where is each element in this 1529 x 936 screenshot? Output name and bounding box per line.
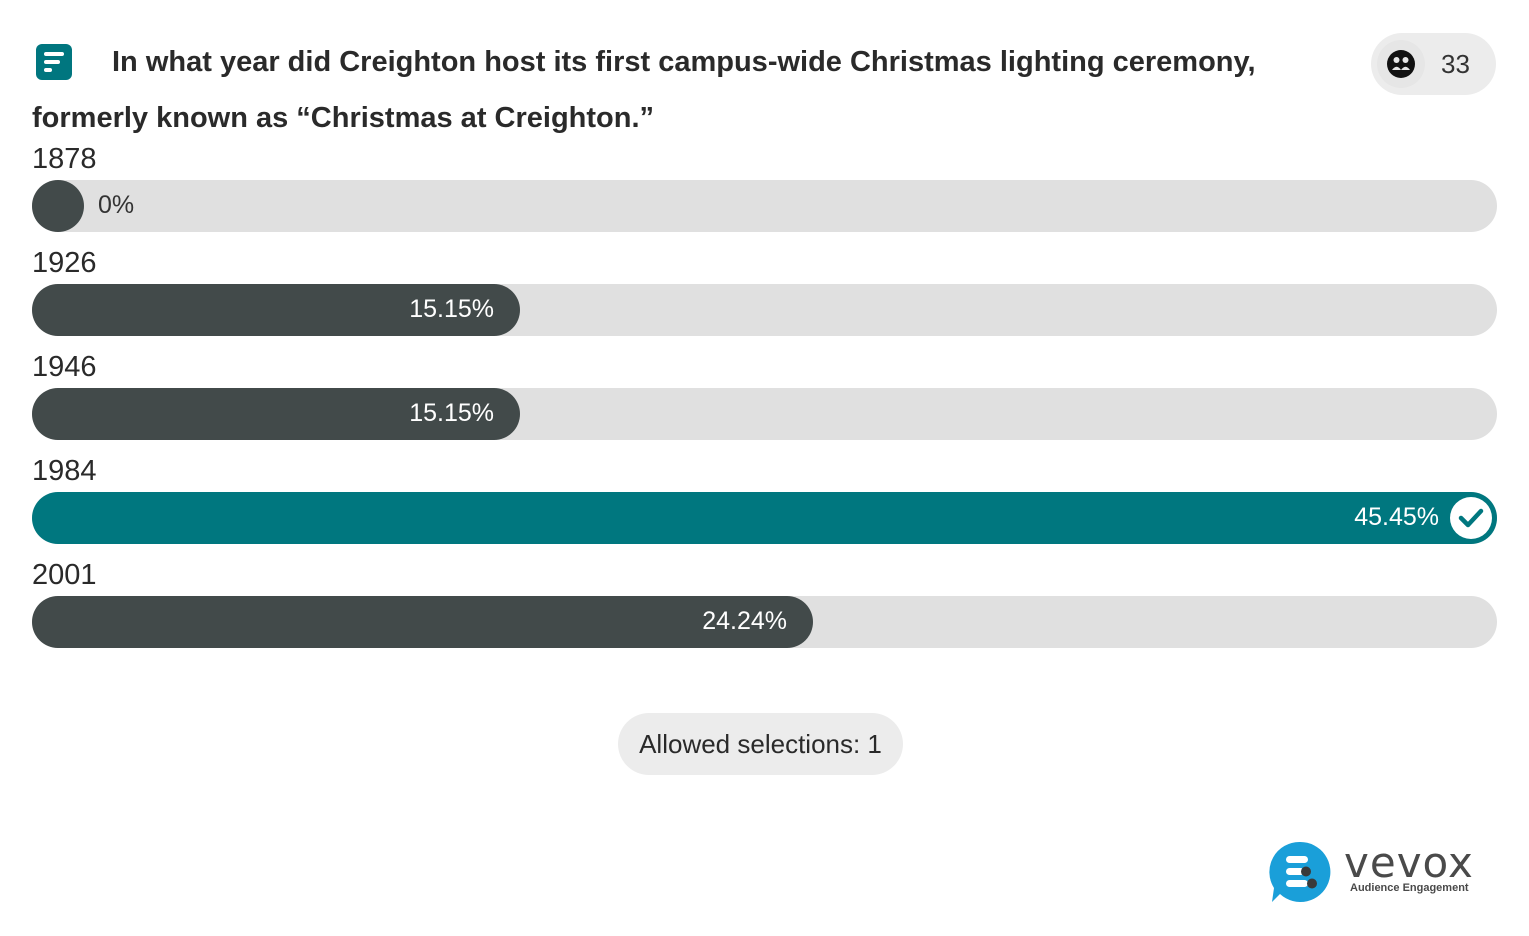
participant-count-value: 33 (1441, 49, 1470, 79)
option-bar-fill (32, 180, 84, 232)
option-label: 1946 (32, 351, 97, 383)
question-title: In what year did Creighton host its firs… (32, 46, 1256, 134)
option-percent: 15.15% (409, 399, 494, 427)
option-percent: 0% (98, 191, 135, 219)
option-label: 2001 (32, 559, 97, 591)
option-label: 1878 (32, 143, 97, 175)
vevox-logo-icon (1269, 841, 1331, 902)
correct-check-icon (1450, 497, 1492, 539)
option-label: 1926 (32, 247, 97, 279)
option-bar-track: 0% (32, 180, 1497, 232)
option-bar-fill: 24.24% (32, 596, 813, 648)
brand-tagline: Audience Engagement (1350, 882, 1469, 894)
option-label: 1984 (32, 455, 97, 487)
option-bar-fill-correct: 45.45% (32, 492, 1497, 544)
question-type-icon (36, 44, 72, 80)
brand-name: vevox (1344, 838, 1474, 887)
option-percent: 24.24% (702, 607, 787, 635)
option-bar-track: 15.15% (32, 284, 1497, 336)
option-bar-track: 45.45% (32, 492, 1497, 544)
participants-icon (1377, 40, 1425, 88)
option-percent: 45.45% (1354, 503, 1439, 531)
vevox-logo: vevox Audience Engagement (1268, 838, 1498, 904)
option-bar-track: 24.24% (32, 596, 1497, 648)
option-bar-track: 15.15% (32, 388, 1497, 440)
option-bar-fill: 15.15% (32, 388, 520, 440)
allowed-selections-badge: Allowed selections: 1 (618, 713, 903, 775)
option-percent: 15.15% (409, 295, 494, 323)
option-bar-fill: 15.15% (32, 284, 520, 336)
participant-count: 33 (1371, 33, 1496, 95)
